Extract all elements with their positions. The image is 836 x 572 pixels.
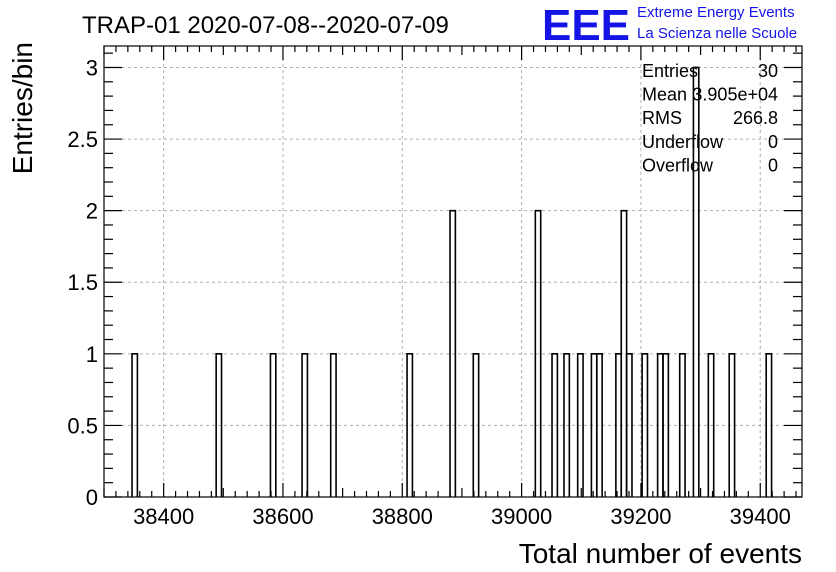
stats-label: Overflow (642, 155, 714, 175)
stats-value: 30 (758, 61, 778, 81)
eee-logo: EEE Extreme Energy Events La Scienza nel… (542, 1, 797, 50)
grid (104, 46, 802, 497)
x-tick-label: 38800 (372, 504, 433, 529)
histogram-bin-5 (406, 353, 414, 497)
histogram-bin-4 (329, 353, 337, 497)
eee-logo-mark: EEE (542, 1, 630, 50)
eee-logo-line2: La Scienza nelle Scuole (637, 25, 797, 42)
axes (103, 45, 803, 498)
y-tick-label: 0.5 (67, 413, 98, 438)
eee-logo-line1: Extreme Energy Events (637, 4, 795, 21)
histogram-bin-10 (563, 353, 571, 497)
histogram-bin-20 (678, 353, 686, 497)
stats-value: 266.8 (733, 108, 778, 128)
x-tick-label: 39400 (730, 504, 791, 529)
y-tick-label: 1.5 (67, 270, 98, 295)
histogram-bin-22 (707, 353, 715, 497)
y-axis-label: Entries/bin (7, 42, 38, 174)
histogram-bin-23 (728, 353, 736, 497)
stats-label: RMS (642, 108, 682, 128)
histogram-bin-19 (662, 353, 670, 497)
plot-frame (103, 45, 803, 498)
chart-title: TRAP-01 2020-07-08--2020-07-09 (82, 12, 449, 39)
histogram-bin-9 (551, 353, 559, 497)
histogram-bars (131, 66, 773, 497)
y-tick-label: 1 (86, 342, 98, 367)
stats-value: 3.905e+04 (692, 85, 778, 105)
stats-label: Underflow (642, 132, 724, 152)
tick-labels: 38400 38600 38800 39000 39200 39400 0 0.5 1 1.5 2 2… (67, 55, 790, 529)
histogram-bin-2 (269, 353, 277, 497)
x-tick-label: 38600 (252, 504, 313, 529)
x-axis-label: Total number of events (519, 538, 802, 569)
stats-box: Entries 30 Mean 3.905e+04 RMS 266.8 Underflow 0… (642, 61, 778, 175)
x-tick-label: 38400 (133, 504, 194, 529)
histogram-bin-7 (472, 353, 480, 497)
histogram-bin-24 (765, 353, 773, 497)
histogram-bin-1 (215, 353, 223, 497)
stats-label: Mean (642, 85, 687, 105)
y-tick-label: 2 (86, 199, 98, 224)
x-tick-label: 39200 (610, 504, 671, 529)
histogram-bin-3 (301, 353, 309, 497)
histogram-bin-21 (692, 66, 700, 497)
histogram-bin-8 (534, 209, 542, 497)
stats-value: 0 (768, 155, 778, 175)
histogram-bin-0 (131, 353, 139, 497)
histogram-bin-17 (641, 353, 649, 497)
stats-value: 0 (768, 132, 778, 152)
x-tick-label: 39000 (491, 504, 552, 529)
y-tick-label: 2.5 (67, 127, 98, 152)
histogram-bin-16 (625, 353, 633, 497)
histogram-bin-13 (595, 353, 603, 497)
y-tick-label: 3 (86, 55, 98, 80)
stats-label: Entries (642, 61, 698, 81)
y-tick-label: 0 (86, 485, 98, 510)
histogram-bin-6 (449, 209, 457, 497)
histogram-bin-11 (576, 353, 584, 497)
